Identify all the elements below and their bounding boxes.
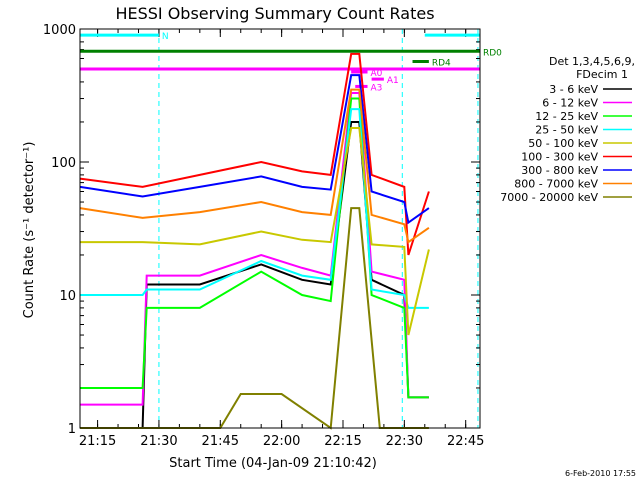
x-tick-label: 22:30 — [386, 434, 423, 449]
x-tick-label: 21:45 — [202, 434, 239, 449]
y-tick-label: 10 — [59, 289, 76, 304]
y-axis-label: Count Rate (s⁻¹ detector⁻¹) — [22, 142, 37, 319]
footer-date: 6-Feb-2010 17:55 — [565, 469, 636, 478]
y-tick-label: 1000 — [43, 23, 76, 38]
flag-label: A3 — [371, 83, 383, 93]
x-tick-label: 22:15 — [324, 434, 361, 449]
legend-label: 50 - 100 keV — [528, 137, 598, 150]
series-line-7 — [79, 88, 430, 244]
x-tick-label: 21:15 — [79, 434, 116, 449]
plot-frame — [79, 28, 481, 429]
legend-header-1: Det 1,3,4,5,6,9, — [549, 55, 635, 68]
flag-label: A0 — [371, 69, 383, 79]
x-tick-label: 21:30 — [140, 434, 177, 449]
flag-label: A1 — [387, 76, 399, 86]
legend-label: 800 - 7000 keV — [514, 178, 598, 191]
flag-label: N — [162, 32, 169, 42]
series-line-2 — [80, 97, 429, 399]
y-tick-label: 1 — [68, 422, 76, 437]
legend-label: 100 - 300 keV — [521, 151, 598, 164]
legend-label: 25 - 50 keV — [535, 124, 598, 137]
y-tick-label: 100 — [51, 156, 76, 171]
series-line-3 — [80, 108, 429, 309]
chart-title: HESSI Observing Summary Count Rates — [115, 4, 434, 23]
series-line-1 — [80, 92, 429, 406]
legend-label: 3 - 6 keV — [549, 83, 598, 96]
legend-label: 7000 - 20000 keV — [500, 191, 598, 204]
legend-header-2: FDecim 1 — [576, 68, 628, 81]
flag-label: RD0 — [483, 48, 502, 58]
series-line-6 — [79, 74, 430, 225]
legend-label: 6 - 12 keV — [542, 97, 598, 110]
series-line-4 — [80, 127, 430, 336]
x-tick-label: 22:45 — [447, 434, 484, 449]
x-axis-label: Start Time (04-Jan-09 21:10:42) — [169, 456, 377, 471]
x-tick-label: 22:00 — [263, 434, 300, 449]
legend-label: 300 - 800 keV — [521, 164, 598, 177]
series-line-8 — [80, 207, 429, 430]
flag-label: RD4 — [432, 58, 451, 68]
series-line-5 — [79, 52, 430, 256]
legend-label: 12 - 25 keV — [535, 110, 598, 123]
